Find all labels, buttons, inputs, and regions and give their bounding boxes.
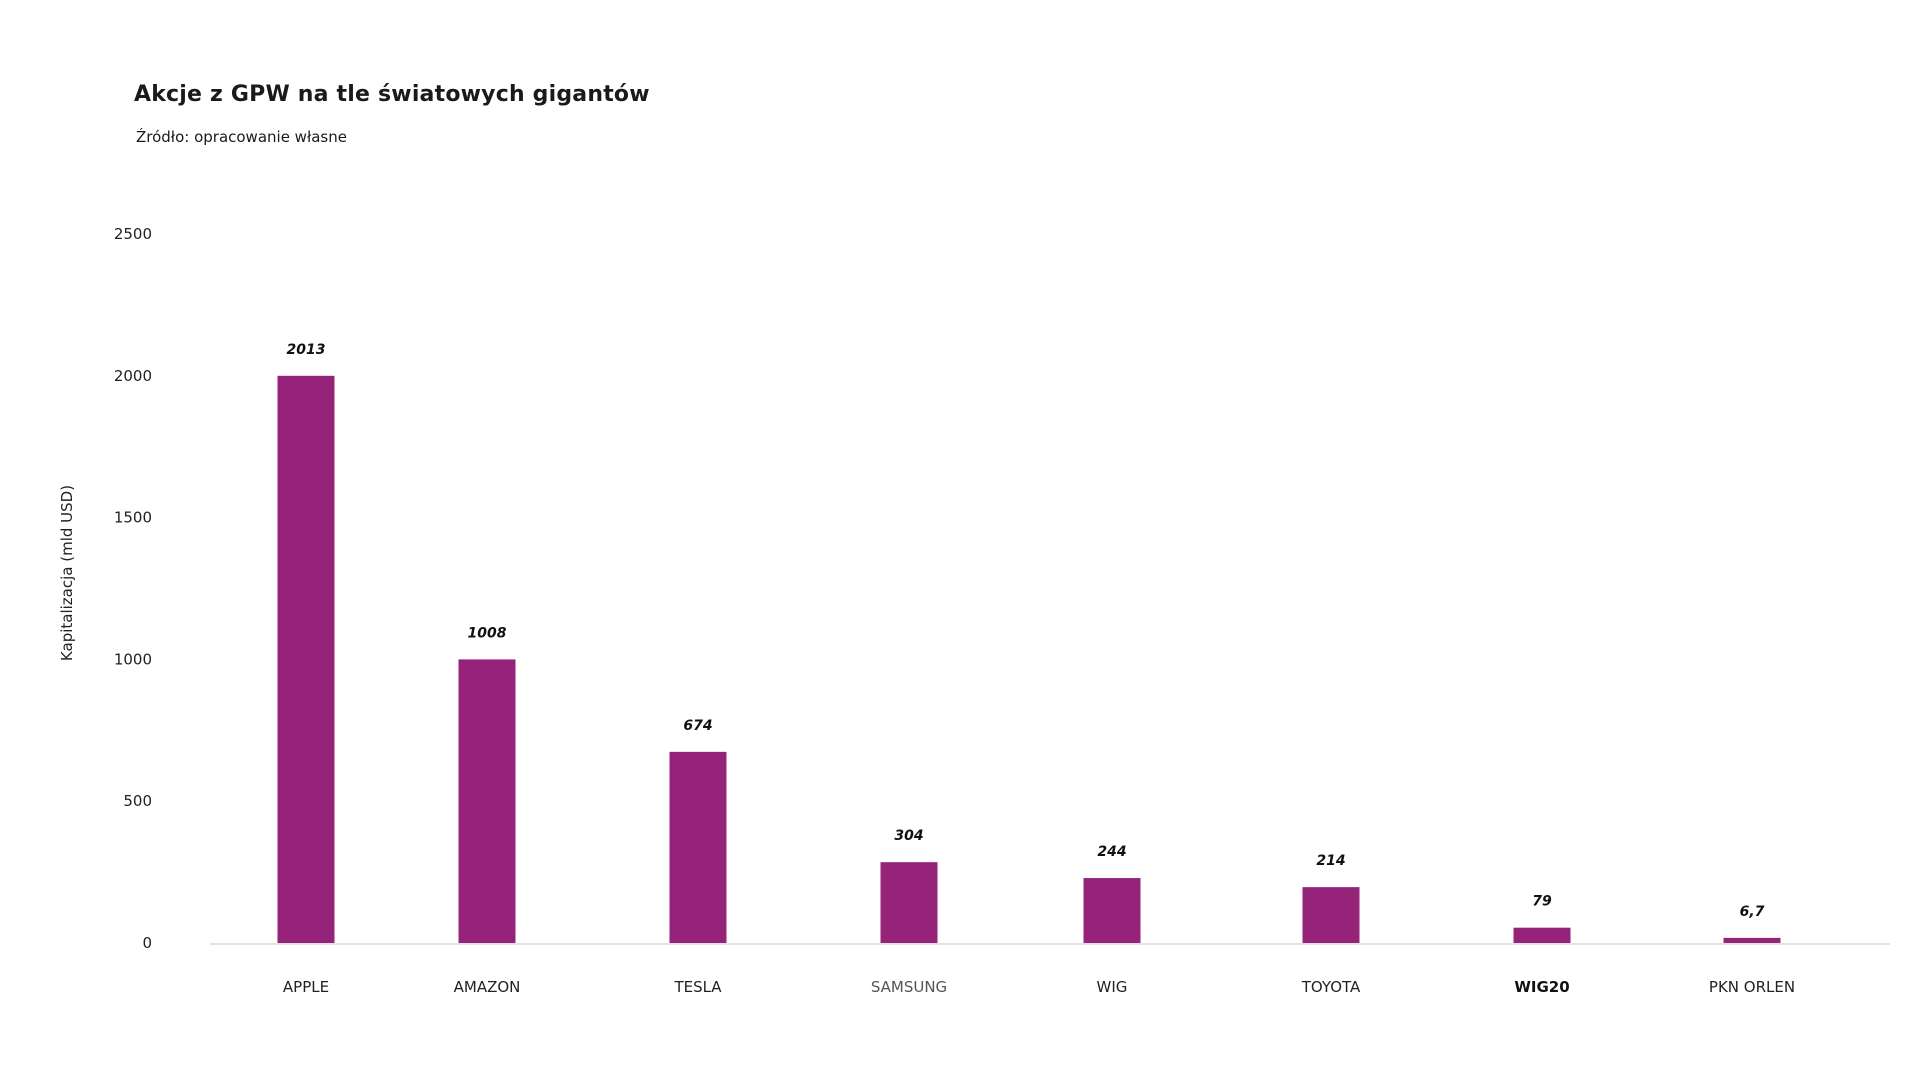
- y-axis-ticks: 0 500 1000 1500 2000 2500: [114, 225, 152, 952]
- category-labels: APPLE AMAZON TESLA SAMSUNG WIG TOYOTA WIG20 PKN…: [283, 978, 1795, 996]
- value-label-7: 6,7: [1740, 904, 1765, 920]
- y-tick-label-0: 0: [142, 934, 152, 952]
- chart-subtitle: Źródło: opracowanie własne: [136, 128, 347, 146]
- category-label-6: WIG20: [1514, 978, 1569, 996]
- bar-amazon: [458, 659, 516, 943]
- category-label-5: TOYOTA: [1301, 978, 1361, 996]
- y-tick-label-1: 500: [123, 792, 152, 810]
- category-label-0: APPLE: [283, 978, 329, 996]
- bars: [277, 375, 1781, 943]
- bar-tesla: [669, 751, 727, 943]
- bar-samsung: [880, 862, 938, 943]
- category-label-2: TESLA: [673, 978, 722, 996]
- category-label-4: WIG: [1097, 978, 1128, 996]
- y-tick-label-4: 2000: [114, 367, 152, 385]
- value-label-5: 214: [1316, 853, 1345, 869]
- bar-toyota: [1302, 887, 1360, 943]
- category-label-3: SAMSUNG: [871, 978, 947, 996]
- bar-wig: [1083, 878, 1141, 943]
- category-label-7: PKN ORLEN: [1709, 978, 1795, 996]
- bar-pkn-orlen: [1723, 937, 1781, 943]
- value-label-0: 2013: [287, 342, 326, 358]
- y-tick-label-3: 1500: [114, 509, 152, 527]
- value-label-1: 1008: [468, 625, 507, 641]
- bar-wig20: [1513, 927, 1571, 943]
- value-label-4: 244: [1097, 844, 1126, 860]
- value-label-3: 304: [894, 828, 923, 844]
- category-label-1: AMAZON: [454, 978, 521, 996]
- value-labels: 2013 1008 674 304 244 214 79 6,7: [287, 342, 1765, 920]
- y-tick-label-5: 2500: [114, 225, 152, 243]
- chart-title: Akcje z GPW na tle światowych gigantów: [134, 82, 650, 107]
- value-label-2: 674: [683, 718, 712, 734]
- value-label-6: 79: [1532, 894, 1552, 910]
- y-tick-label-2: 1000: [114, 650, 152, 668]
- bar-apple: [277, 375, 335, 943]
- y-axis-title: Kapitalizacja (mld USD): [58, 485, 76, 661]
